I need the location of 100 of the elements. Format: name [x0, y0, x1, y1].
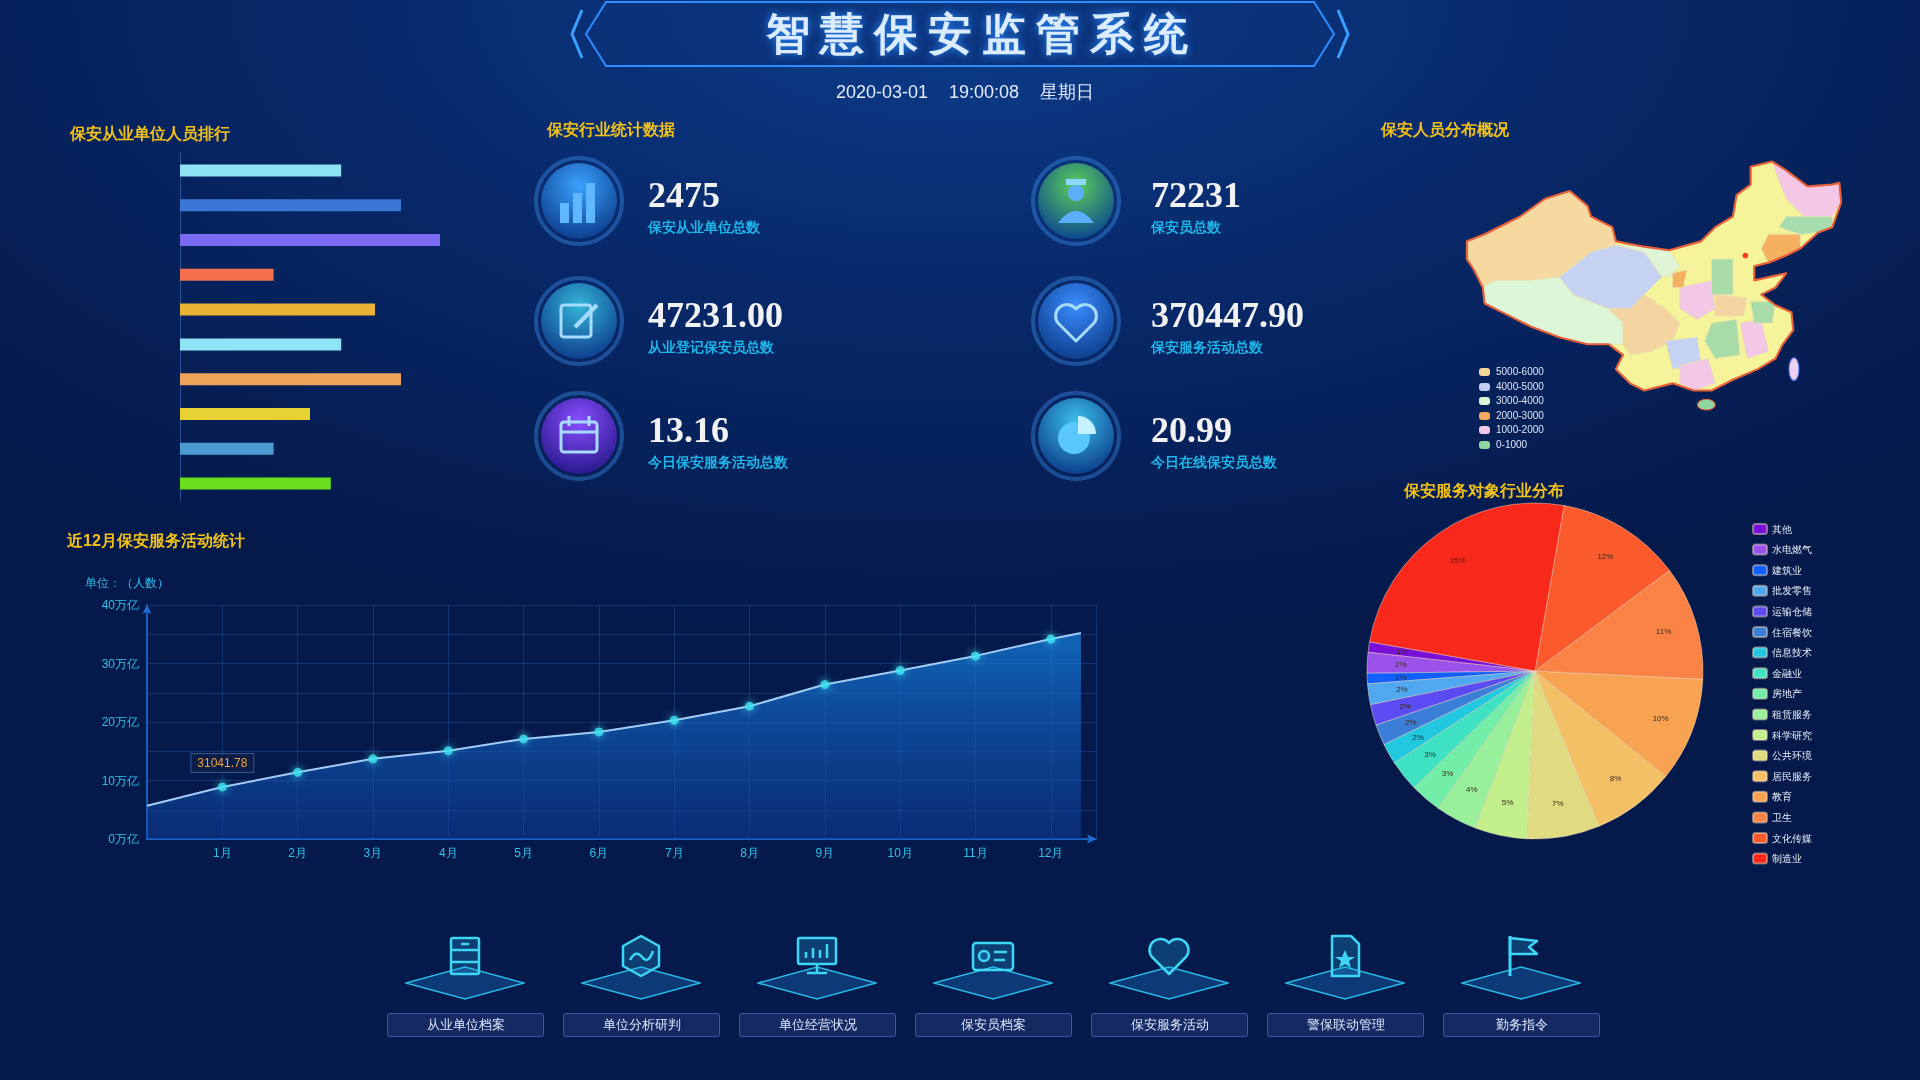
- data-label: 1%: [1396, 647, 1408, 657]
- category-label: 3000-4000: [1496, 395, 1544, 408]
- legend-label: 租赁服务: [1772, 708, 1812, 720]
- data-label: 4%: [1466, 785, 1478, 795]
- text: 72231: [1151, 175, 1241, 215]
- nav-button[interactable]: 保安服务活动: [1091, 1013, 1248, 1037]
- bar: [180, 373, 401, 386]
- text: 47231.00: [648, 295, 783, 335]
- category-label: 保安员总数: [1151, 219, 1221, 235]
- x-tick-label: 8月: [740, 846, 759, 860]
- text: 20.99: [1151, 410, 1232, 450]
- nav-button[interactable]: 警保联动管理: [1267, 1013, 1424, 1037]
- x-tick-label: 3月: [363, 846, 383, 860]
- legend-label: 居民服务: [1772, 770, 1812, 782]
- bar: [180, 164, 342, 177]
- nav-button[interactable]: 从业单位档案: [387, 1013, 544, 1037]
- data-label: 1%: [1394, 672, 1407, 682]
- legend-label: 科学研究: [1772, 729, 1812, 741]
- text: 2475: [648, 175, 720, 215]
- x-tick-label: 9月: [815, 846, 835, 860]
- nav-button[interactable]: 保安员档案: [915, 1013, 1072, 1037]
- point: [293, 767, 303, 777]
- category-label: 5000-6000: [1496, 366, 1544, 378]
- bar: [180, 477, 331, 490]
- data-label: 12%: [1597, 552, 1614, 562]
- bar: [180, 338, 342, 351]
- category-label: 今日在线保安员总数: [1151, 454, 1277, 470]
- point: [669, 715, 679, 725]
- category-label: 保安服务活动总数: [1151, 339, 1263, 355]
- legend-label: 水电燃气: [1772, 544, 1812, 556]
- legend-label: 金融业: [1772, 667, 1802, 679]
- y-tick-label: 0万亿: [108, 832, 139, 846]
- x-tick-label: 6月: [589, 846, 609, 860]
- x-tick-label: 12月: [1038, 846, 1064, 860]
- y-tick-label: 40万亿: [101, 598, 139, 612]
- y-tick-label: 30万亿: [101, 656, 139, 671]
- text: 2020-03-01 19:00:08 星期日: [834, 81, 1096, 103]
- legend-label: 卫生: [1772, 811, 1792, 823]
- category-label: 2000-3000: [1496, 409, 1544, 422]
- x-tick-label: 10月: [887, 846, 913, 860]
- data-label: 3%: [1441, 768, 1454, 778]
- bar: [180, 199, 401, 212]
- data-label: 5%: [1501, 798, 1514, 808]
- point: [217, 782, 227, 792]
- legend-label: 制造业: [1772, 853, 1802, 865]
- text: 保安行业统计数据: [547, 120, 675, 140]
- category-label: 今日保安服务活动总数: [648, 454, 788, 470]
- category-label: 从业登记保安员总数: [648, 339, 774, 355]
- data-label: 2%: [1412, 732, 1424, 742]
- point: [745, 701, 755, 711]
- point: [368, 754, 378, 764]
- data-label: 8%: [1609, 774, 1622, 784]
- x-tick-label: 1月: [212, 846, 232, 860]
- legend-label: 文化传媒: [1772, 832, 1812, 844]
- bar: [180, 303, 375, 316]
- category-label: 1000-2000: [1496, 424, 1544, 437]
- data-label: 2%: [1396, 685, 1408, 695]
- chart-title: 近12月保安服务活动统计: [66, 530, 245, 549]
- point: [594, 727, 604, 737]
- legend-label: 住宿餐饮: [1772, 626, 1812, 638]
- point: [443, 746, 453, 756]
- data-label: 2%: [1404, 717, 1417, 727]
- y-tick-label: 20万亿: [101, 715, 139, 729]
- legend-label: 运输仓储: [1772, 605, 1812, 617]
- x-tick-label: 11月: [963, 846, 988, 860]
- legend-label: 教育: [1772, 791, 1792, 803]
- text: 保安人员分布概况: [1381, 120, 1509, 140]
- text: 370447.90: [1151, 295, 1304, 335]
- bar: [180, 442, 274, 455]
- nav-button[interactable]: 单位经营状况: [739, 1013, 896, 1037]
- category-label: 4000-5000: [1496, 380, 1544, 393]
- data-label: 7%: [1552, 798, 1564, 808]
- point: [1046, 634, 1056, 644]
- bar: [180, 234, 440, 246]
- text: 13.16: [648, 410, 729, 450]
- legend-label: 公共环境: [1772, 750, 1812, 762]
- y-tick-label: 10万亿: [101, 773, 139, 788]
- data-label: 10%: [1652, 714, 1669, 724]
- category-label: 0-1000: [1496, 439, 1528, 451]
- legend-label: 信息技术: [1772, 647, 1812, 659]
- data-label: 2%: [1399, 701, 1412, 711]
- legend-label: 批发零售: [1772, 585, 1812, 597]
- data-label: 11%: [1655, 627, 1672, 637]
- data-label: 25%: [1449, 556, 1466, 566]
- data-label: 3%: [1424, 750, 1436, 760]
- legend-label: 其他: [1772, 523, 1792, 535]
- annotation: 31041.78: [197, 755, 248, 770]
- bar: [180, 268, 274, 281]
- chart-title: 保安服务对象行业分布: [1403, 480, 1564, 499]
- point: [971, 651, 980, 661]
- point: [820, 680, 830, 690]
- data-label: 2%: [1394, 659, 1407, 669]
- legend-label: 建筑业: [1771, 564, 1802, 576]
- x-tick-label: 5月: [514, 846, 533, 860]
- bar: [180, 408, 310, 420]
- x-tick-label: 4月: [438, 846, 458, 860]
- x-tick-label: 7月: [664, 846, 684, 860]
- nav-button[interactable]: 勤务指令: [1443, 1013, 1600, 1037]
- legend-label: 房地产: [1772, 688, 1802, 700]
- nav-button[interactable]: 单位分析研判: [563, 1013, 720, 1037]
